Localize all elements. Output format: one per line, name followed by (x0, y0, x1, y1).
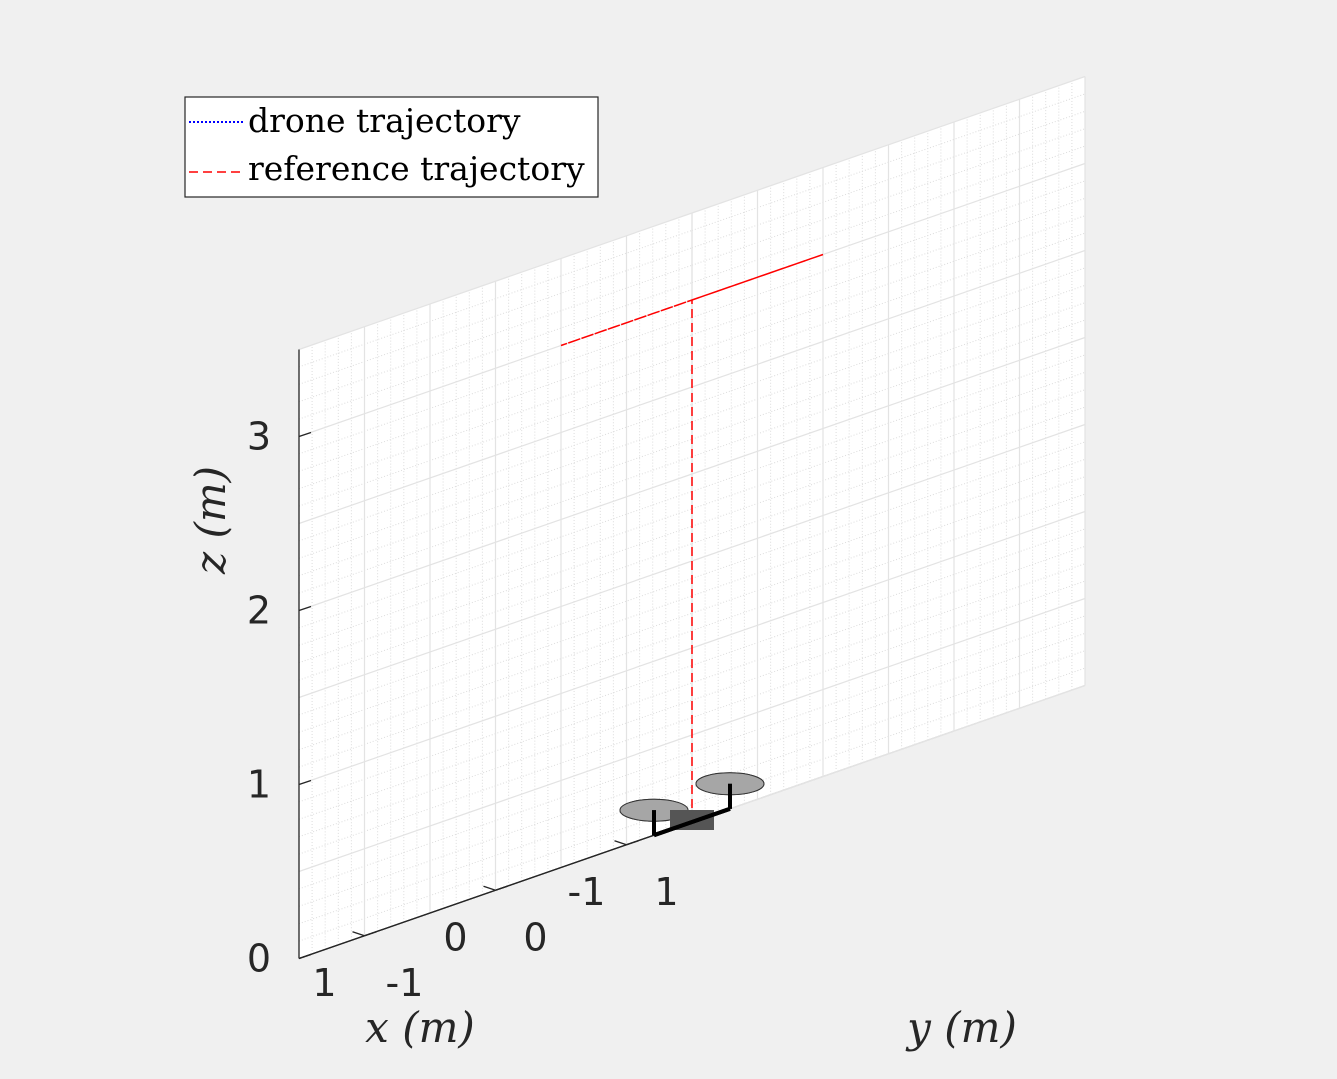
y-tick (626, 840, 639, 846)
x-tick-label: 1 (312, 961, 336, 1005)
grid-line (298, 734, 693, 873)
legend-label-reference: reference trajectory (248, 149, 585, 188)
z-tick (298, 953, 312, 960)
z-tick (298, 605, 312, 612)
series-line-1 (560, 253, 824, 822)
grid-line (298, 647, 693, 786)
x-axis-label: x (m) (365, 1003, 475, 1052)
z-tick-label: 1 (247, 763, 271, 807)
y-tick-label: 1 (654, 870, 678, 914)
legend[interactable]: drone trajectory reference trajectory (184, 96, 599, 198)
drone-model (619, 772, 765, 838)
grid-line (298, 473, 693, 612)
y-tick (364, 931, 377, 937)
grid-line (298, 560, 693, 699)
y-tick (495, 885, 508, 891)
x-tick (352, 931, 365, 937)
grid-line (691, 423, 1086, 562)
y-tick-label: 0 (523, 915, 547, 959)
grid-line (691, 249, 1086, 388)
x-tick-label: -1 (568, 870, 606, 914)
drone-arm (691, 806, 731, 824)
grid-line (691, 510, 1086, 649)
grid-line (691, 684, 1086, 823)
y-axis-label: y (m) (905, 1003, 1017, 1052)
z-tick-label: 0 (247, 937, 271, 981)
tick-marks (298, 431, 639, 960)
grid-line (691, 597, 1086, 736)
z-tick (298, 779, 312, 786)
x-tick (614, 840, 627, 846)
legend-label-drone: drone trajectory (248, 101, 521, 140)
z-axis-label: z (m) (186, 466, 235, 575)
y-tick-label: -1 (386, 961, 424, 1005)
drone-arm (653, 820, 693, 838)
x-tick (483, 885, 496, 891)
z-tick (298, 431, 312, 438)
grid-line (691, 75, 1086, 214)
z-tick-label: 2 (247, 589, 271, 633)
plot-area (560, 253, 824, 822)
grid-line (298, 212, 693, 351)
legend-box (184, 96, 599, 198)
grid-line (298, 386, 693, 525)
grid-line (691, 336, 1086, 475)
x-tick-label: 0 (443, 915, 467, 959)
z-tick-label: 3 (247, 415, 271, 459)
